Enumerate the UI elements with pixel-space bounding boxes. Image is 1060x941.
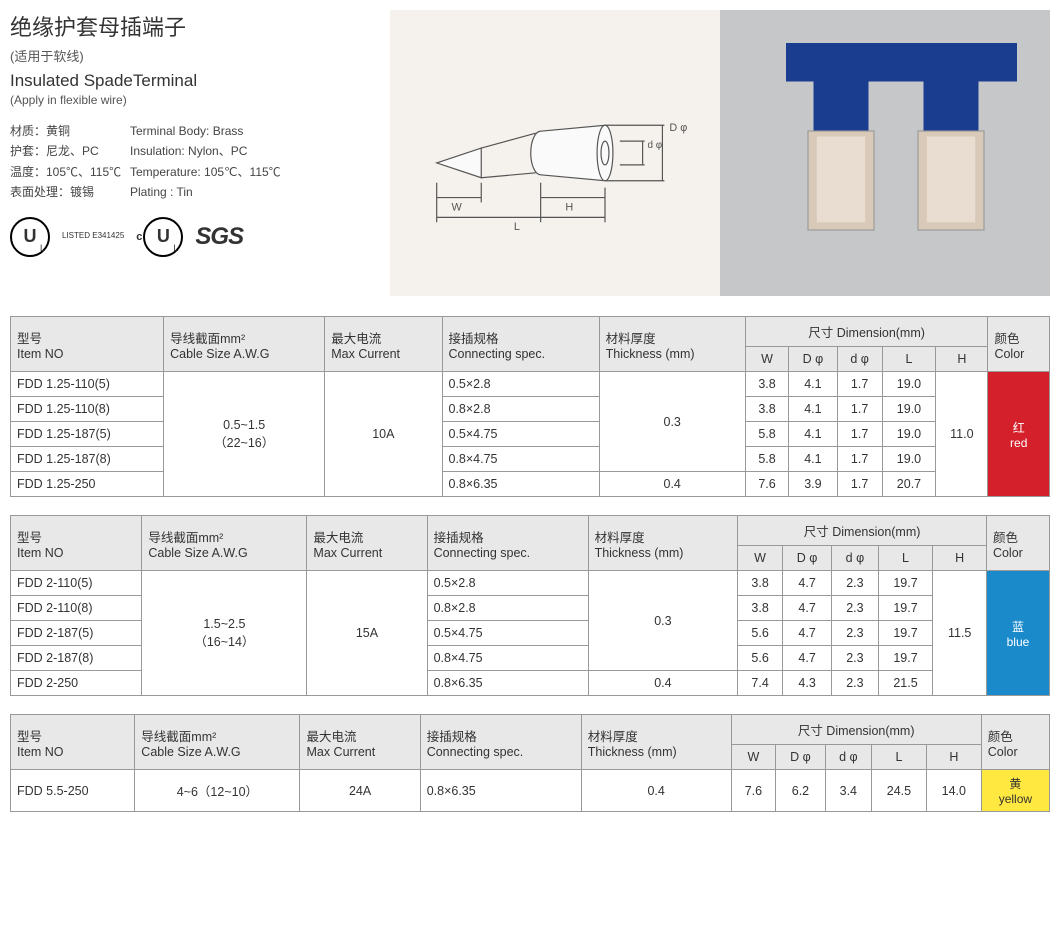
ul-icon: UL: [10, 217, 50, 257]
table-row: FDD 2-110(5)1.5~2.5 （16~14）15A0.5×2.80.3…: [11, 571, 1050, 596]
svg-text:D φ: D φ: [669, 122, 687, 134]
spec-table: 型号Item NO 导线截面mm²Cable Size A.W.G 最大电流Ma…: [10, 714, 1050, 812]
title-cn: 绝缘护套母插端子: [10, 10, 380, 42]
table-row: FDD 1.25-110(5)0.5~1.5 （22~16）10A0.5×2.8…: [11, 372, 1050, 397]
listed-label: LISTED E341425: [62, 232, 124, 241]
svg-text:H: H: [565, 201, 573, 213]
sgs-icon: SGS: [195, 223, 243, 251]
title-en: Insulated SpadeTerminal: [10, 71, 380, 91]
header: 绝缘护套母插端子 (适用于软线) Insulated SpadeTerminal…: [10, 10, 1050, 296]
subtitle-cn: (适用于软线): [10, 46, 380, 65]
header-text: 绝缘护套母插端子 (适用于软线) Insulated SpadeTerminal…: [10, 10, 390, 296]
certifications: UL LISTED E341425 cUL SGS: [10, 217, 380, 257]
table-row: FDD 5.5-2504~6（12~10）24A0.8×6.350.47.66.…: [11, 770, 1050, 812]
product-photo: [720, 10, 1050, 296]
svg-text:L: L: [513, 221, 519, 233]
specs-list: 材质：黄铜Terminal Body: Brass 护套：尼龙、PCInsula…: [10, 121, 380, 203]
spec-table: 型号Item NO 导线截面mm²Cable Size A.W.G 最大电流Ma…: [10, 515, 1050, 696]
cul-icon: cUL: [136, 217, 183, 257]
svg-text:W: W: [451, 201, 462, 213]
technical-diagram: D φ d φ W H L: [390, 10, 720, 296]
terminal-diagram-icon: D φ d φ W H L: [407, 54, 704, 252]
subtitle-en: (Apply in flexible wire): [10, 93, 380, 107]
terminal-photo-icon: [720, 10, 1050, 296]
spec-table: 型号Item NO 导线截面mm²Cable Size A.W.G 最大电流Ma…: [10, 316, 1050, 497]
spec-tables: 型号Item NO 导线截面mm²Cable Size A.W.G 最大电流Ma…: [10, 316, 1050, 812]
svg-text:d φ: d φ: [647, 140, 662, 151]
